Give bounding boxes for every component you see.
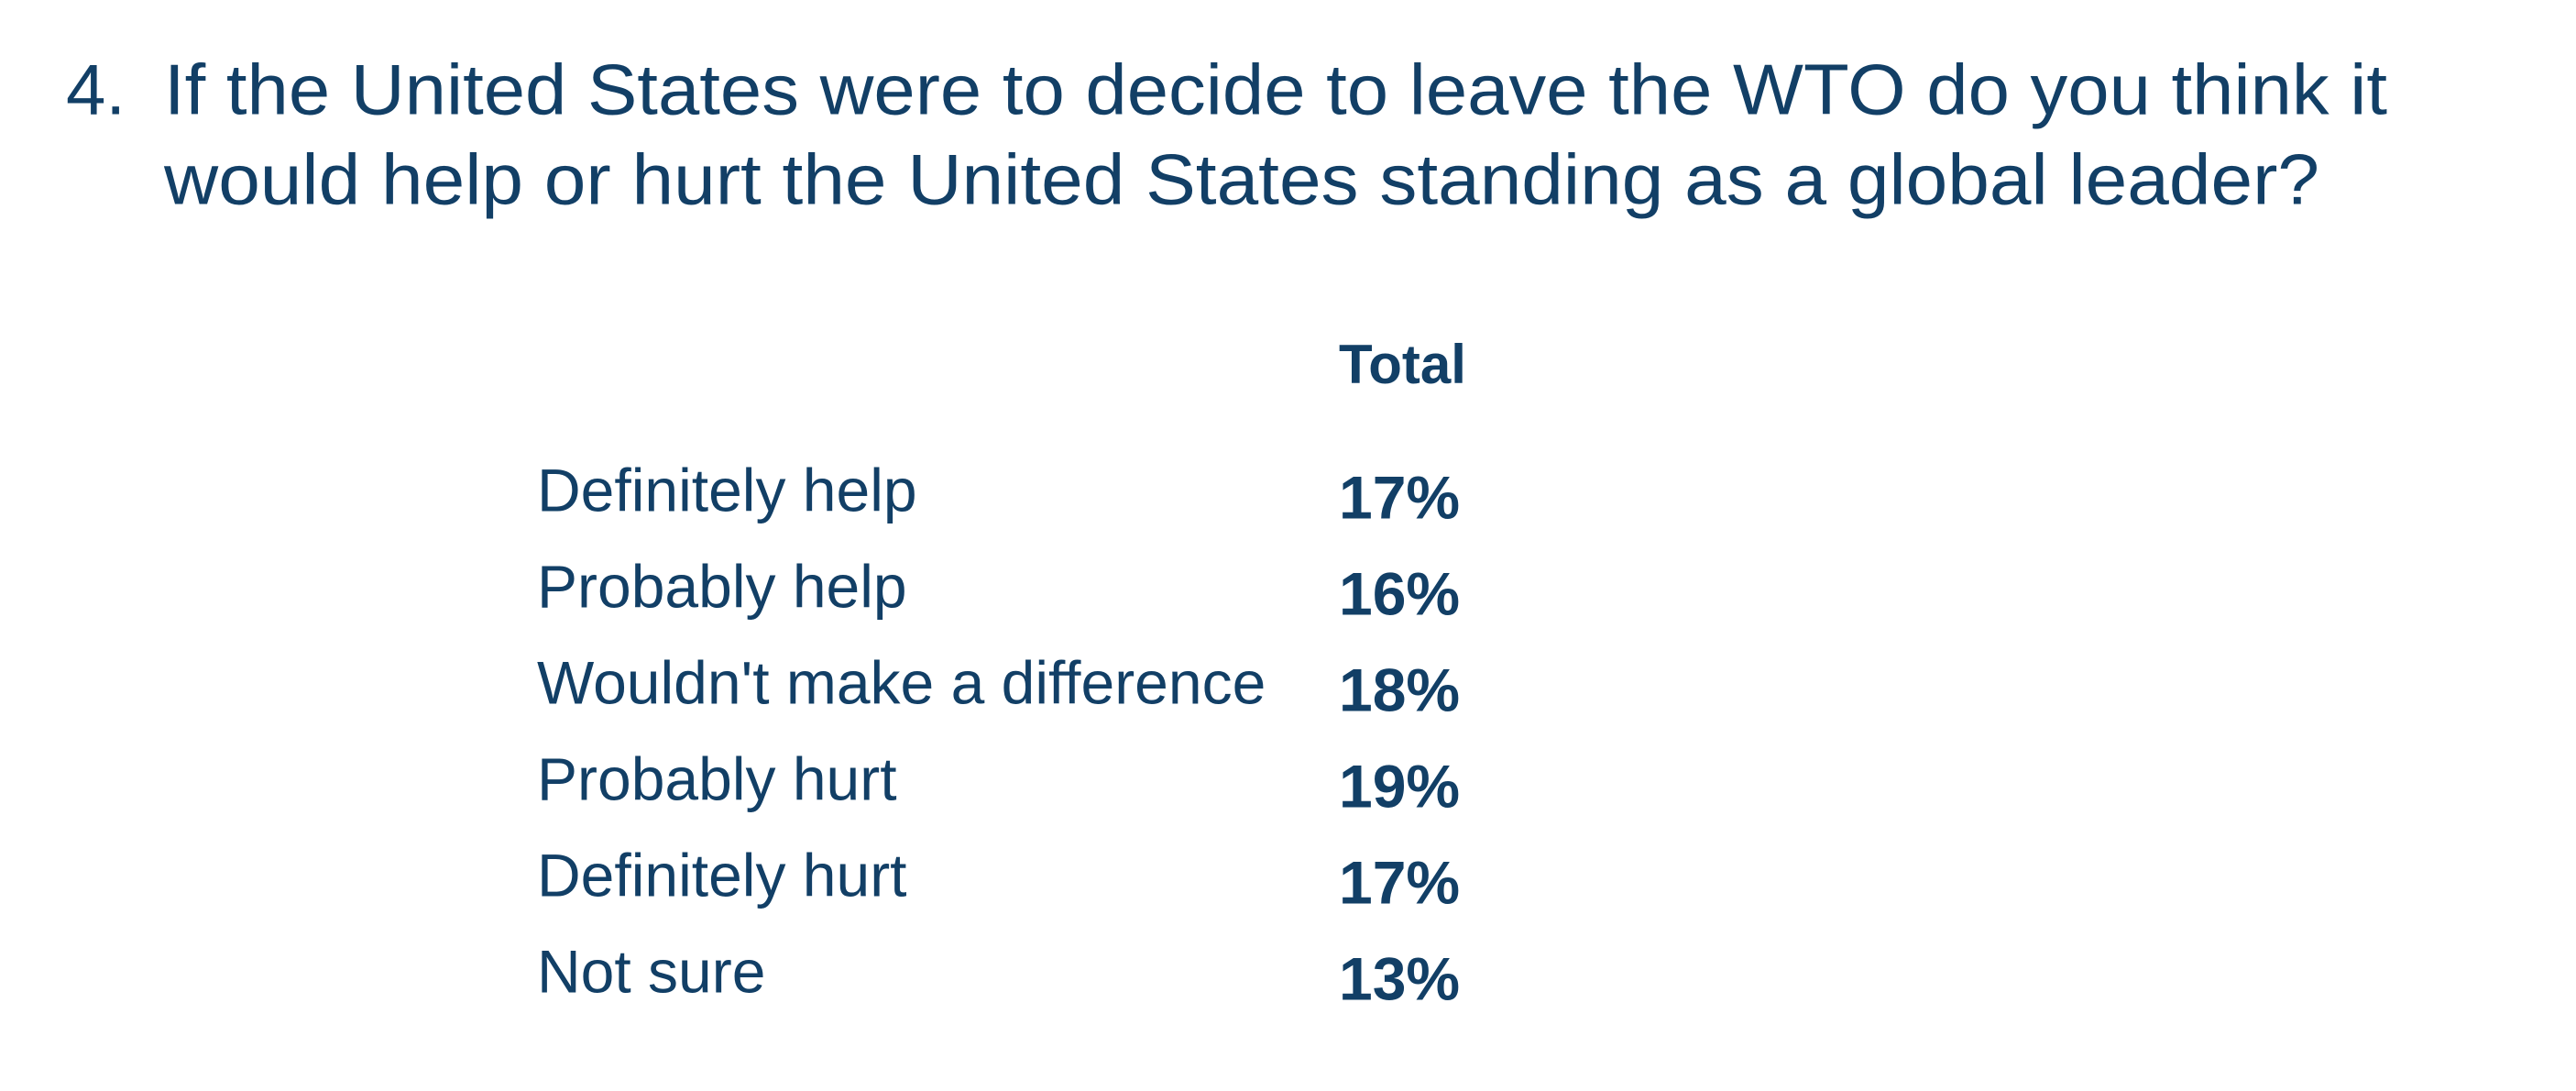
row-value: 13% <box>1339 944 1460 1012</box>
row-value: 17% <box>1339 848 1460 916</box>
column-header: Total <box>1339 334 1466 395</box>
row-value: 16% <box>1339 559 1460 627</box>
row-label: Probably hurt <box>537 744 897 812</box>
row-value: 17% <box>1339 463 1460 531</box>
row-value: 19% <box>1339 752 1460 820</box>
row-label: Wouldn't make a difference <box>537 648 1266 716</box>
row-label: Not sure <box>537 937 765 1005</box>
row-label: Definitely hurt <box>537 841 907 909</box>
row-label: Probably help <box>537 552 907 620</box>
question-number: 4. <box>66 50 126 130</box>
question-line: would help or hurt the United States sta… <box>163 139 2319 220</box>
question-line: If the United States were to decide to l… <box>164 50 2387 130</box>
row-label: Definitely help <box>537 456 917 523</box>
row-value: 18% <box>1339 656 1460 723</box>
